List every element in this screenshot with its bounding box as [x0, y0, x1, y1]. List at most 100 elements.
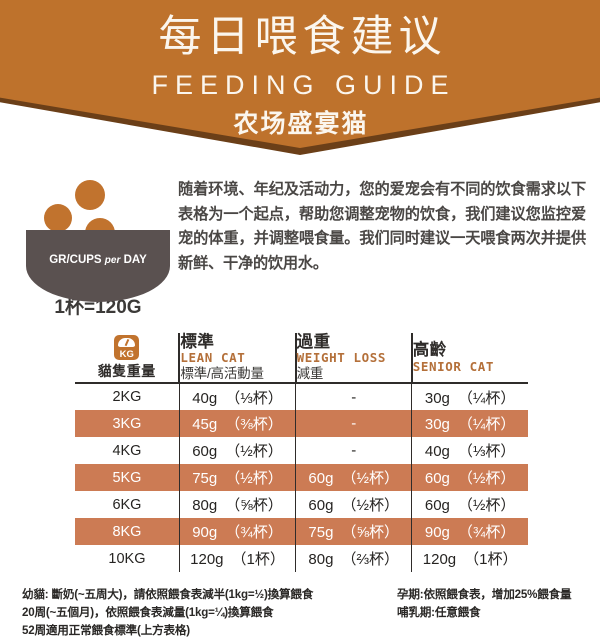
footer-note-line: 孕期:依照餵食表，增加25%餵食量	[397, 588, 572, 602]
footer-note-line: 20周(~五個月)，依照餵食表減量(1kg=¼)換算餵食	[22, 606, 274, 620]
column-senior-en: SENIOR CAT	[412, 358, 495, 374]
column-header-weight: KG 貓隻重量	[75, 333, 180, 385]
cell-loss-cups: （½杯）	[341, 470, 399, 488]
cell-lean-cups: （¾杯）	[225, 524, 283, 542]
cell-lean-cups: （⅓杯）	[225, 389, 283, 407]
cell-senior-cups: （¾杯）	[457, 524, 516, 542]
cell-senior-grams: 60g	[424, 497, 450, 515]
feeding-table-body: 2KG 40g （⅓杯） -30g （¼杯） 3KG 45g （⅜杯） -30g （¼杯） 4KG 6…	[75, 383, 528, 573]
cell-senior: 30g （¼杯）	[411, 383, 528, 411]
cell-lean-grams: 120g	[190, 551, 224, 569]
food-bowl-icon: GR/CUPS per DAY	[23, 180, 173, 302]
footer-note-line: 哺乳期:任意餵食	[397, 606, 481, 620]
cell-weight: 4KG	[112, 442, 142, 459]
cell-loss-grams: 80g	[308, 551, 334, 569]
cell-lean-grams: 60g	[192, 443, 218, 461]
column-header-senior: 高齡 SENIOR CAT	[410, 333, 528, 385]
cell-loss: 80g （⅔杯）	[295, 545, 412, 573]
cell-senior: 60g （½杯）	[411, 464, 528, 492]
footer-pregnancy-notes: 孕期:依照餵食表，增加25%餵食量 哺乳期:任意餵食	[397, 586, 594, 640]
cell-loss: -	[295, 410, 412, 438]
cell-senior-cups: （½杯）	[457, 470, 516, 488]
cell-lean-grams: 45g	[192, 416, 218, 434]
footer-kitten-notes: 幼貓: 斷奶(~五周大)，請依照餵食表減半(1kg=½)換算餵食 20周(~五個月…	[22, 586, 397, 640]
cell-loss: 60g （½杯）	[295, 464, 412, 492]
cell-senior-cups: （½杯）	[457, 497, 516, 515]
serving-badge: GR/CUPS per DAY 1杯=120G	[18, 172, 178, 319]
cell-loss: -	[295, 437, 412, 465]
cell-senior: 120g （1杯）	[411, 545, 528, 573]
column-loss-cn: 過重	[296, 333, 331, 351]
column-header-lean: 標準 LEAN CAT 標準/高活動量	[178, 333, 296, 385]
header-banner: 每日喂食建议 FEEDING GUIDE 农场盛宴猫	[0, 0, 600, 160]
kg-icon-text: KG	[119, 348, 134, 360]
column-lean-note: 標準/高活動量	[180, 366, 264, 382]
cell-weight: 5KG	[112, 469, 142, 486]
cell-weight: 6KG	[112, 496, 142, 513]
table-row: 10KG 120g （1杯） 80g （⅔杯） 120g （1杯）	[75, 545, 528, 573]
cell-lean: 80g （⅝杯）	[178, 491, 296, 519]
cell-loss-cups: （½杯）	[341, 497, 399, 515]
cell-lean: 60g （½杯）	[178, 437, 296, 465]
cell-weight: 8KG	[112, 523, 142, 540]
table-row: 2KG 40g （⅓杯） -30g （¼杯）	[75, 383, 528, 411]
column-senior-cn: 高齡	[412, 341, 447, 360]
cell-lean-grams: 80g	[192, 497, 218, 515]
cell-loss: -	[295, 383, 412, 411]
cell-loss-cups: （⅝杯）	[341, 524, 399, 542]
cell-senior: 40g （⅓杯）	[411, 437, 528, 465]
bowl-label-per: per	[104, 255, 121, 266]
cell-loss: 75g （⅝杯）	[295, 518, 412, 546]
cell-weight: 3KG	[112, 415, 142, 432]
cell-senior-cups: （¼杯）	[457, 389, 516, 407]
cell-senior-cups: （¼杯）	[457, 416, 516, 434]
feeding-table-area: KG 貓隻重量 標準 LEAN CAT 標準/高活動量 過重 WEIGHT LO…	[0, 319, 600, 573]
intro-paragraph: 随着环境、年纪及活动力，您的爱宠会有不同的饮食需求以下表格为一个起点，帮助您调整…	[178, 181, 586, 272]
table-row: 5KG 75g （½杯） 60g （½杯） 60g （½杯）	[75, 464, 528, 492]
kibble-icon	[75, 180, 105, 210]
table-row: 3KG 45g （⅜杯） -30g （¼杯）	[75, 410, 528, 438]
footer-notes: 幼貓: 斷奶(~五周大)，請依照餵食表減半(1kg=½)換算餵食 20周(~五個月…	[0, 572, 600, 640]
cell-loss-cups: （⅔杯）	[341, 551, 399, 569]
bowl-label: GR/CUPS per DAY	[23, 254, 173, 266]
cell-loss-grams: 60g	[308, 470, 334, 488]
cell-senior-cups: （⅓杯）	[457, 443, 516, 461]
cell-loss-grams: 75g	[308, 524, 334, 542]
cell-senior: 90g （¾杯）	[411, 518, 528, 546]
cell-lean-grams: 90g	[192, 524, 218, 542]
kibble-icon	[44, 204, 72, 232]
cup-equivalent-label: 1杯=120G	[54, 297, 142, 318]
cell-weight: 10KG	[108, 550, 146, 567]
column-lean-cn: 標準	[180, 333, 215, 351]
cell-senior: 60g （½杯）	[411, 491, 528, 519]
page-subtitle-cn: 农场盛宴猫	[233, 110, 369, 138]
cell-lean-cups: （½杯）	[225, 443, 283, 461]
cell-lean: 40g （⅓杯）	[178, 383, 296, 411]
bowl-label-main: GR/CUPS	[49, 254, 102, 266]
cell-lean-cups: （⅜杯）	[225, 416, 283, 434]
cell-loss: 60g （½杯）	[295, 491, 412, 519]
cell-senior-grams: 120g	[422, 551, 457, 569]
cell-senior-grams: 60g	[424, 470, 450, 488]
column-loss-en: WEIGHT LOSS	[296, 350, 386, 366]
page-title-en: FEEDING GUIDE	[151, 70, 456, 100]
footer-note-line: 52周適用正常餵食標準(上方表格)	[22, 624, 190, 638]
cell-lean-cups: （½杯）	[225, 470, 283, 488]
table-row: 4KG 60g （½杯） -40g （⅓杯）	[75, 437, 528, 465]
footer-note-line: 幼貓: 斷奶(~五周大)，請依照餵食表減半(1kg=½)換算餵食	[22, 588, 314, 602]
intro-section: GR/CUPS per DAY 1杯=120G 随着环境、年纪及活动力，您的爱宠…	[0, 160, 600, 319]
banner-text-group: 每日喂食建议 FEEDING GUIDE 农场盛宴猫	[0, 0, 600, 137]
cell-senior: 30g （¼杯）	[411, 410, 528, 438]
table-row: 8KG 90g （¾杯） 75g （⅝杯） 90g （¾杯）	[75, 518, 528, 546]
cell-senior-cups: （1杯）	[464, 551, 518, 569]
cell-weight: 2KG	[112, 389, 142, 406]
feeding-table: KG 貓隻重量 標準 LEAN CAT 標準/高活動量 過重 WEIGHT LO…	[75, 333, 528, 573]
cell-lean-cups: （1杯）	[231, 551, 285, 569]
cell-lean: 45g （⅜杯）	[178, 410, 296, 438]
cell-senior-grams: 30g	[424, 416, 450, 434]
cell-lean-grams: 40g	[192, 389, 218, 407]
table-header-row: KG 貓隻重量 標準 LEAN CAT 標準/高活動量 過重 WEIGHT LO…	[75, 333, 528, 385]
cell-lean: 90g （¾杯）	[178, 518, 296, 546]
cell-loss-grams: 60g	[308, 497, 334, 515]
weight-column-label: 貓隻重量	[97, 362, 156, 379]
